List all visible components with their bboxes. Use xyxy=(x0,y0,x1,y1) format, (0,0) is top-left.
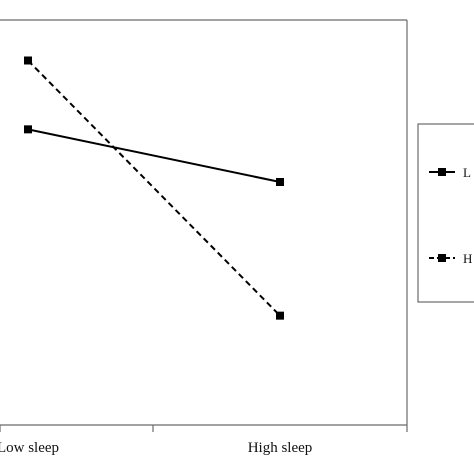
plot-area xyxy=(0,19,408,432)
data-point-l-0 xyxy=(24,125,32,134)
legend-label-h: H xyxy=(463,251,472,266)
legend-marker-l xyxy=(438,168,446,176)
x-tick-label-high-sleep: High sleep xyxy=(248,440,313,456)
data-point-l-1 xyxy=(276,178,284,186)
series-layer xyxy=(24,56,284,320)
legend-marker-h xyxy=(438,254,446,262)
legend-box xyxy=(417,123,474,303)
legend: L H xyxy=(417,123,474,303)
data-point-h-0 xyxy=(24,56,32,65)
x-tick-label-low-sleep: Low sleep xyxy=(0,440,59,456)
data-point-h-1 xyxy=(276,311,284,320)
x-tick-labels: Low sleep High sleep xyxy=(0,440,312,456)
legend-label-l: L xyxy=(463,165,471,180)
series-line-l xyxy=(27,128,281,183)
